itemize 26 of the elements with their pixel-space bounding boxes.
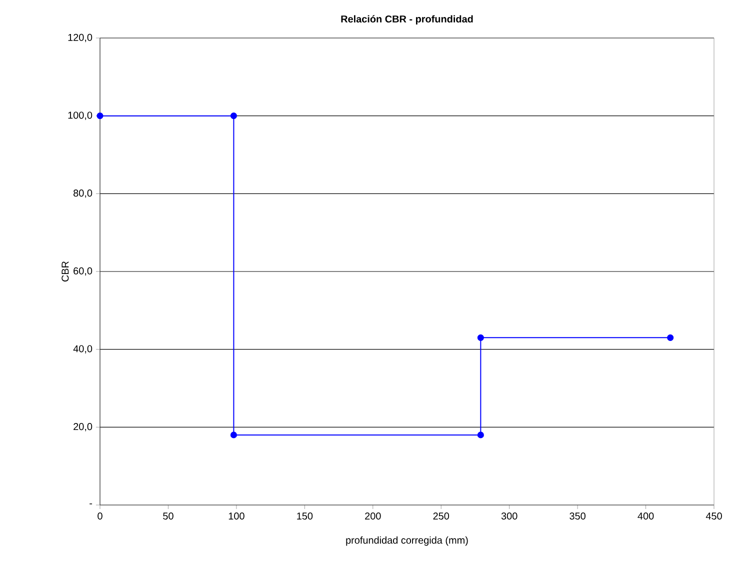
y-tick-label: 120,0 (68, 34, 92, 42)
x-tick-label: 0 (98, 512, 102, 520)
y-tick-label: 60,0 (74, 267, 92, 276)
point (667, 334, 674, 341)
x-tick-label: 50 (163, 512, 174, 520)
y-tick-label: 40,0 (73, 345, 92, 354)
x-axis-title: profundidad corregida (mm) (346, 536, 468, 546)
x-tick-label: 450 (706, 512, 722, 520)
y-tick-label: 80,0 (74, 190, 92, 198)
y-tick-label: 20,0 (74, 423, 92, 432)
point (230, 112, 238, 120)
point (96, 112, 104, 120)
x-tick-label: 350 (570, 512, 586, 520)
point (477, 432, 484, 438)
y-tick-label: - (90, 503, 92, 504)
x-tick-label: 400 (638, 512, 654, 520)
x-tick-label: 200 (365, 512, 381, 520)
chart-title: Relación CBR - profundidad (341, 15, 473, 24)
x-tick-label: 100 (228, 512, 244, 520)
y-axis-title: CBR (62, 261, 69, 282)
point (230, 432, 238, 438)
point (477, 334, 484, 341)
x-tick-label: 150 (297, 512, 313, 520)
x-tick-label: 250 (433, 512, 450, 520)
x-tick-label: 300 (501, 512, 518, 520)
y-tick-label: 100,0 (68, 112, 92, 120)
